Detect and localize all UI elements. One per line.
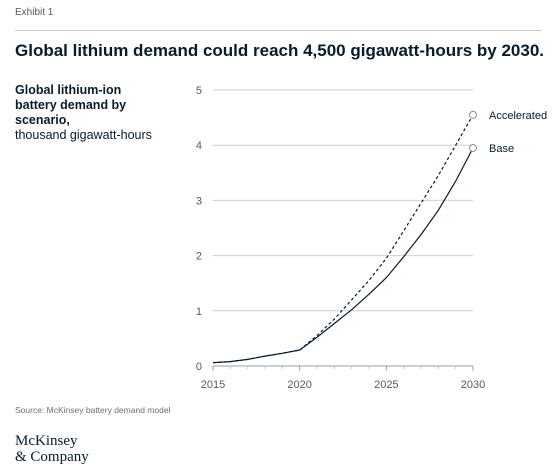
chart-title-unit: thousand gigawatt-hours (15, 128, 152, 142)
exhibit-label: Exhibit 1 (15, 7, 54, 18)
x-tick-label: 2030 (461, 379, 485, 391)
header-divider (15, 30, 541, 31)
y-tick-label: 4 (196, 140, 202, 152)
mckinsey-logo: McKinsey & Company (15, 433, 89, 465)
y-tick-label: 3 (196, 195, 202, 207)
y-tick-label: 0 (196, 361, 202, 373)
label-layer: 0 1 2 3 4 5 2015 2020 2025 2030 Accelerated Base (196, 85, 547, 391)
x-tick-label: 2025 (374, 379, 398, 391)
y-tick-label: 2 (196, 251, 202, 263)
headline: Global lithium demand could reach 4,500 … (15, 41, 545, 60)
series-line-base (212, 147, 474, 364)
logo-line-2: & Company (15, 449, 89, 465)
chart-title: Global lithium-ion battery demand by sce… (15, 83, 165, 143)
series-label-accelerated: Accelerated (489, 110, 547, 122)
series-line-accelerated (212, 114, 474, 364)
logo-line-1: McKinsey (15, 433, 78, 449)
y-tick-label: 1 (196, 306, 202, 318)
grid-layer (212, 89, 474, 371)
x-tick-label: 2015 (201, 379, 225, 391)
series-layer (212, 110, 477, 364)
source-note: Source: McKinsey battery demand model (15, 405, 171, 415)
line-chart: 0 1 2 3 4 5 2015 2020 2025 2030 Accelerated Base (196, 85, 547, 391)
series-label-base: Base (489, 143, 514, 155)
x-tick-label: 2020 (287, 379, 311, 391)
y-tick-label: 5 (196, 85, 202, 97)
chart-title-main: Global lithium-ion battery demand by sce… (15, 83, 127, 127)
end-marker-accelerated (469, 110, 477, 119)
end-marker-base (469, 143, 477, 152)
